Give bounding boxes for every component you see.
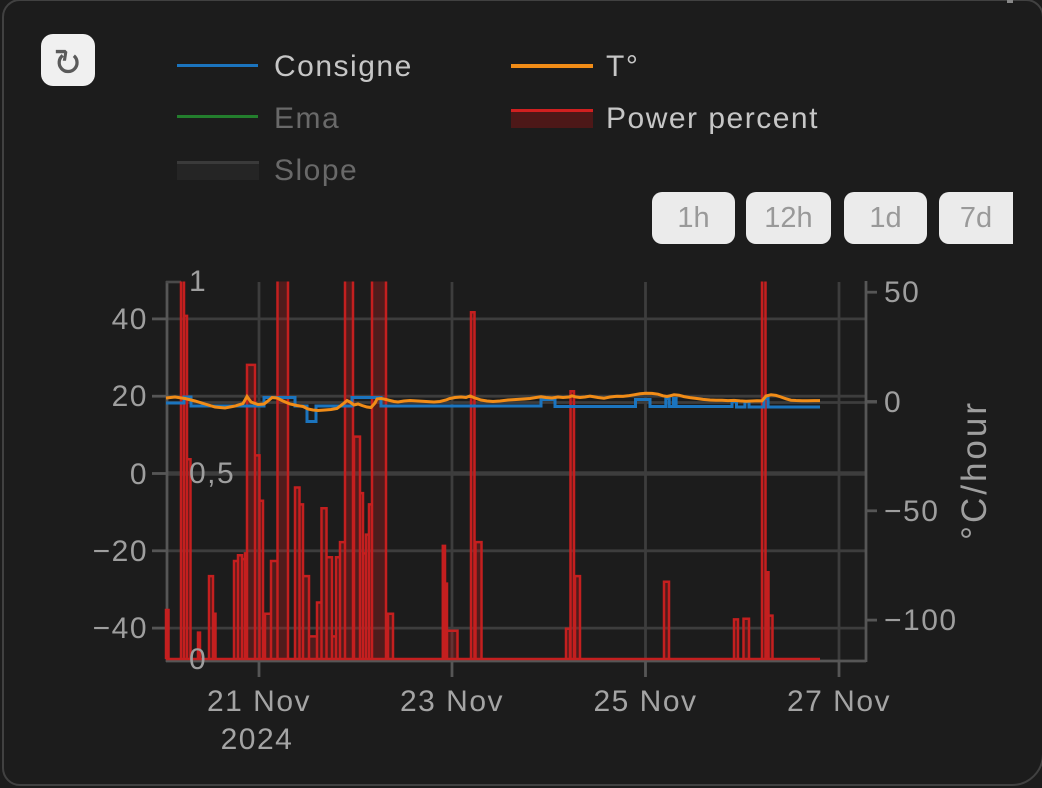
svg-text:2024: 2024 <box>221 723 294 756</box>
svg-text:23 Nov: 23 Nov <box>400 685 504 718</box>
svg-text:27 Nov: 27 Nov <box>787 685 891 718</box>
svg-text:0: 0 <box>130 458 148 491</box>
svg-text:25 Nov: 25 Nov <box>593 685 697 718</box>
svg-text:40: 40 <box>112 303 148 336</box>
svg-text:0,5: 0,5 <box>189 457 235 490</box>
svg-text:−50: −50 <box>884 495 939 528</box>
svg-text:21 Nov: 21 Nov <box>207 685 311 718</box>
svg-text:0: 0 <box>189 643 207 676</box>
svg-text:°C/hour: °C/hour <box>955 400 994 540</box>
svg-text:1: 1 <box>189 265 207 298</box>
svg-text:−40: −40 <box>93 612 148 645</box>
svg-text:0: 0 <box>884 386 902 419</box>
svg-text:50: 50 <box>884 276 920 309</box>
svg-text:−20: −20 <box>93 535 148 568</box>
svg-text:20: 20 <box>112 380 148 413</box>
svg-text:−100: −100 <box>884 604 958 637</box>
